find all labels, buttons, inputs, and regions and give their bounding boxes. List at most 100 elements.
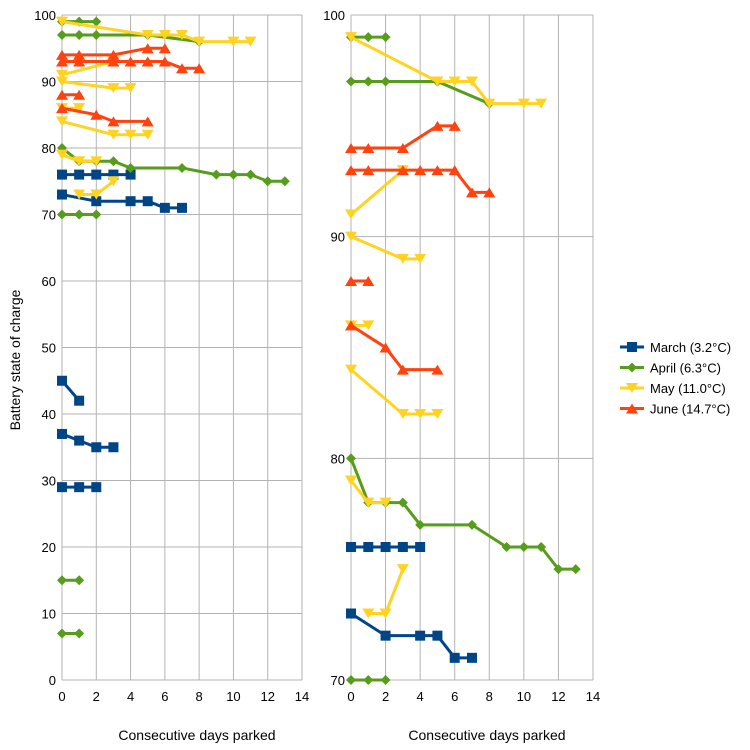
data-point (91, 442, 102, 453)
data-point (396, 165, 409, 176)
data-point (345, 143, 357, 153)
data-point (91, 209, 102, 220)
data-point (141, 43, 154, 54)
legend-marker (626, 403, 638, 414)
data-point (431, 364, 444, 375)
legend-marker (627, 362, 637, 373)
data-point (74, 435, 85, 446)
data-point (91, 29, 102, 40)
data-point (396, 253, 409, 264)
data-point (244, 36, 257, 47)
legend-label: April (6.3°C) (650, 361, 721, 376)
y-tick-label: 40 (42, 407, 56, 422)
y-tick-label: 80 (42, 141, 56, 156)
series-line (350, 35, 542, 106)
x-tick-label: 14 (295, 689, 309, 704)
data-point (125, 162, 136, 173)
data-point (107, 83, 120, 94)
series-line (62, 60, 200, 70)
x-tick-label: 2 (382, 689, 389, 704)
y-tick-label: 20 (42, 540, 56, 555)
data-point (177, 202, 187, 213)
data-point (414, 165, 427, 176)
data-point (73, 103, 86, 114)
series-line (61, 60, 114, 77)
data-point (466, 187, 478, 198)
legend-item: April (6.3°C) (620, 361, 721, 376)
data-point (245, 169, 256, 180)
data-point (396, 143, 409, 153)
x-tick-label: 4 (417, 689, 424, 704)
data-point (431, 120, 444, 131)
data-point (73, 89, 86, 100)
data-point (74, 29, 85, 40)
data-point (56, 149, 68, 160)
data-point (380, 32, 391, 43)
series-june (345, 120, 496, 375)
series-may (345, 32, 548, 619)
legend-item: March (3.2°C) (620, 340, 731, 355)
legend-marker (626, 383, 638, 393)
data-point (177, 162, 187, 173)
data-point (176, 29, 188, 40)
data-point (57, 482, 67, 493)
data-point (56, 56, 68, 67)
data-point (362, 608, 375, 619)
data-point (124, 129, 137, 140)
data-point (158, 56, 171, 67)
y-tick-label: 100 (323, 8, 345, 23)
data-point (74, 628, 85, 639)
data-point (414, 253, 427, 264)
x-tick-label: 10 (226, 689, 240, 704)
series-line (350, 368, 438, 416)
data-point (227, 36, 240, 47)
data-point (90, 189, 103, 200)
legend-item: May (11.0°C) (620, 381, 726, 396)
data-point (448, 165, 461, 176)
y-tick-label: 30 (42, 474, 56, 489)
data-point (518, 542, 529, 552)
series-line (350, 169, 404, 216)
series-line (61, 20, 251, 44)
data-point (483, 98, 496, 109)
data-point (362, 497, 375, 508)
data-point (90, 109, 103, 120)
data-point (108, 169, 119, 180)
data-point (363, 76, 374, 87)
data-point (73, 56, 86, 67)
data-point (107, 129, 120, 140)
data-point (414, 409, 427, 419)
legend-label: May (11.0°C) (650, 381, 726, 396)
data-point (262, 176, 273, 187)
data-point (345, 320, 357, 331)
data-point (74, 169, 85, 180)
x-axis-title: Consecutive days parked (408, 727, 565, 743)
data-point (379, 342, 392, 353)
data-point (107, 176, 120, 187)
series-may (56, 16, 257, 200)
data-point (345, 231, 357, 242)
series-line (351, 168, 490, 194)
y-tick-label: 100 (34, 8, 56, 23)
y-tick-label: 70 (42, 208, 56, 223)
data-point (415, 519, 426, 530)
x-tick-label: 0 (347, 689, 354, 704)
data-point (57, 375, 67, 386)
data-point (73, 189, 86, 200)
x-tick-label: 4 (127, 689, 134, 704)
data-point (56, 16, 68, 27)
x-tick-label: 6 (161, 689, 168, 704)
data-point (362, 165, 375, 176)
x-tick-label: 8 (196, 689, 203, 704)
data-point (346, 76, 356, 87)
data-point (193, 36, 206, 47)
y-tick-label: 10 (42, 607, 56, 622)
data-point (91, 16, 102, 27)
y-tick-label: 90 (42, 75, 56, 90)
data-point (448, 76, 461, 87)
legend-label: June (14.7°C) (650, 402, 730, 417)
data-point (141, 29, 154, 40)
y-axis-title: Battery state of charge (7, 289, 23, 430)
data-point (124, 56, 137, 67)
data-point (141, 129, 154, 140)
